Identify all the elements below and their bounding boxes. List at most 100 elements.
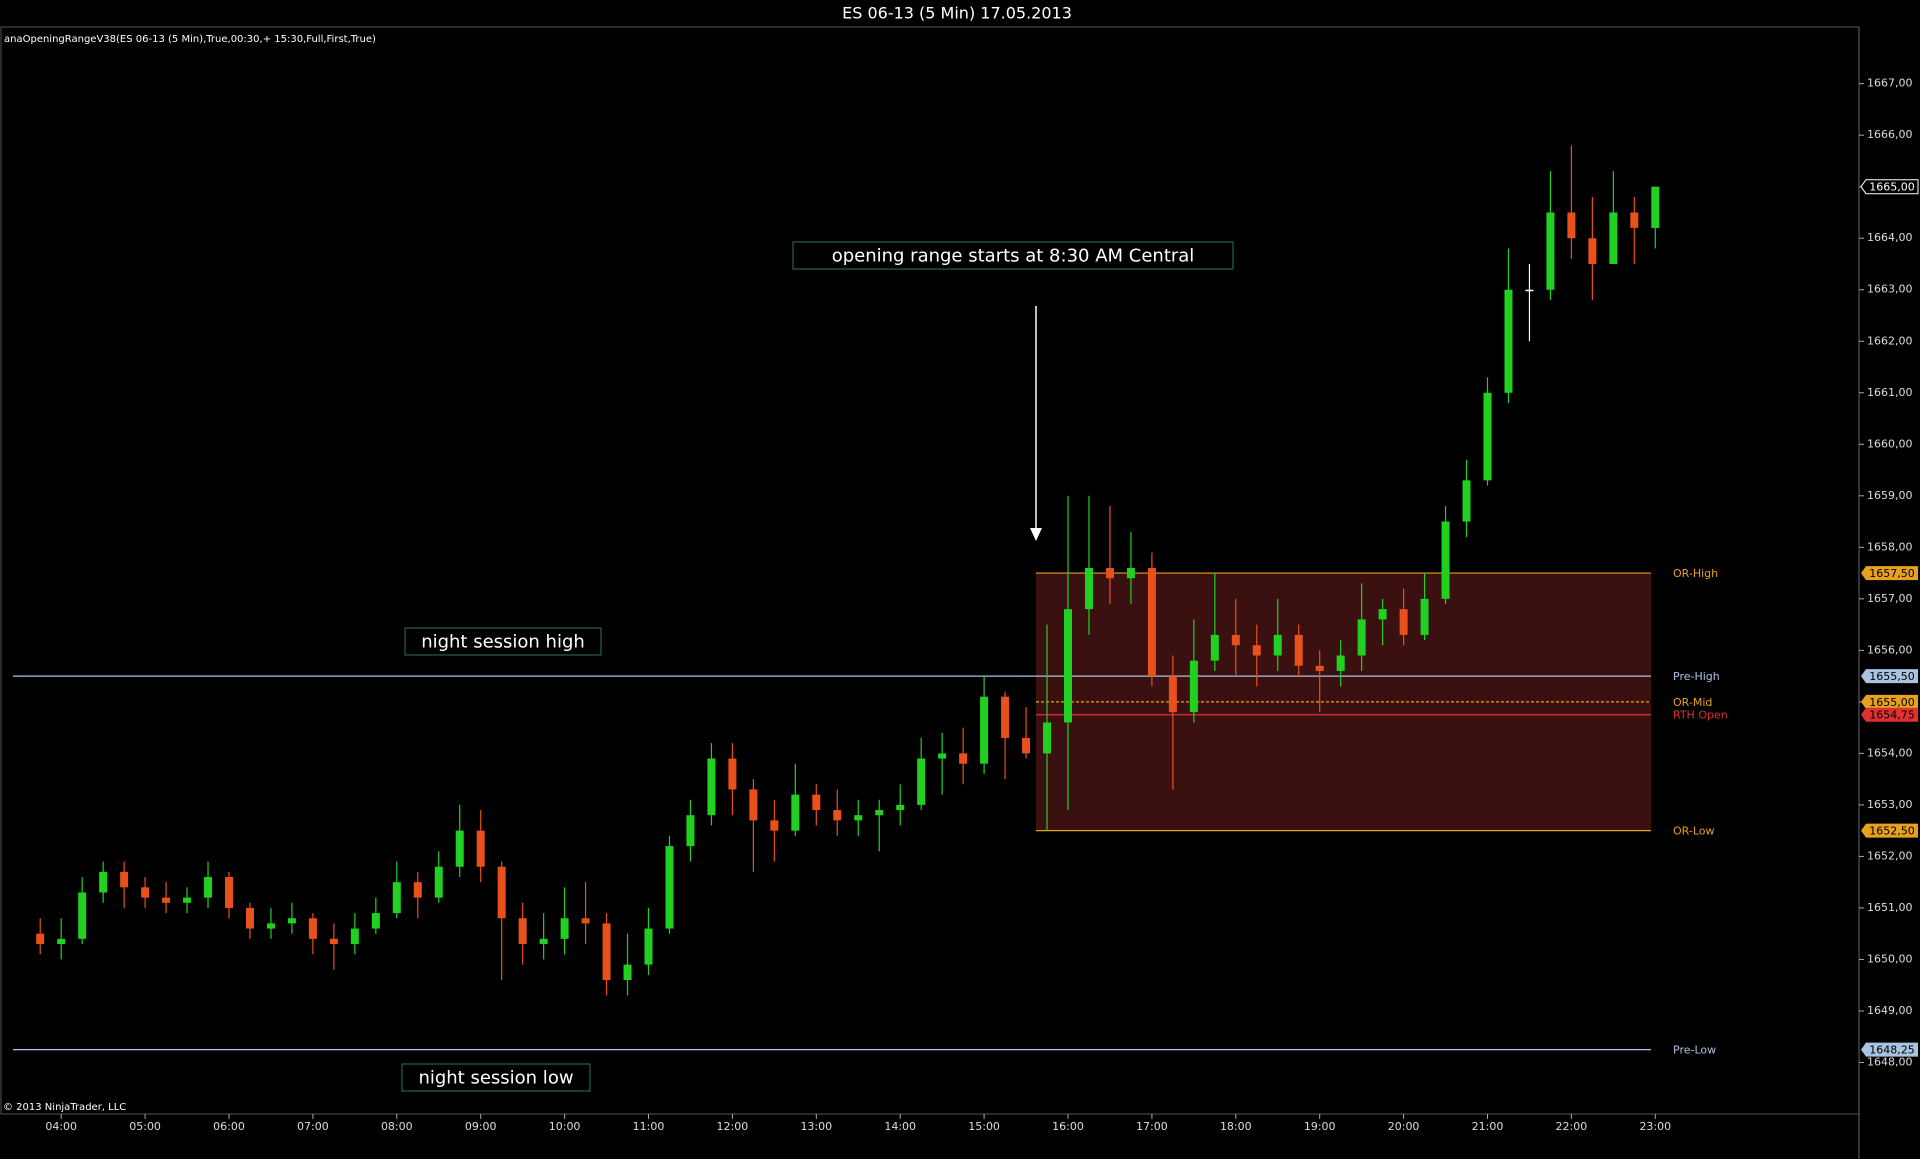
last-price-label: 1665,00: [1869, 181, 1915, 194]
candle-body: [308, 918, 317, 939]
candle-body: [980, 696, 989, 764]
candle-body: [141, 887, 150, 898]
x-tick-label: 09:00: [465, 1120, 497, 1133]
candle-body: [875, 810, 884, 816]
candle-body: [497, 866, 506, 919]
y-tick-label: 1666,00: [1867, 128, 1913, 141]
annotation: night session low: [418, 1068, 573, 1089]
candle-body: [266, 923, 275, 929]
candle-body: [1084, 567, 1093, 610]
level-tag-label: 1657,50: [1869, 567, 1915, 580]
x-tick-label: 15:00: [968, 1120, 1000, 1133]
candle-body: [162, 897, 171, 903]
candle-body: [350, 928, 359, 944]
candle-body: [1357, 619, 1366, 656]
candle-body: [518, 918, 527, 944]
candle-body: [1189, 660, 1198, 713]
candle-body: [1001, 696, 1010, 738]
annotation-box: [404, 627, 602, 656]
annotation: night session high: [421, 632, 585, 653]
level-tag-label: 1655,50: [1869, 670, 1915, 683]
y-tick-label: 1660,00: [1867, 437, 1913, 450]
candle-body: [1231, 634, 1240, 646]
candle-body: [665, 846, 674, 929]
candle-body: [1420, 598, 1429, 635]
y-tick-label: 1664,00: [1867, 231, 1913, 244]
candle-body: [581, 918, 590, 924]
candle-body: [1105, 567, 1114, 579]
candle-body: [392, 882, 401, 914]
candle-body: [602, 923, 611, 981]
candle-body: [791, 794, 800, 831]
candle-body: [1043, 722, 1052, 754]
candle-body: [1546, 212, 1555, 290]
annotation-box: [792, 241, 1234, 270]
x-tick-label: 17:00: [1136, 1120, 1168, 1133]
candle-body: [917, 758, 926, 805]
candle-body: [644, 928, 653, 965]
candle-body: [225, 877, 233, 908]
x-tick-label: 12:00: [717, 1120, 749, 1133]
candle-body: [1399, 609, 1408, 635]
x-tick-label: 08:00: [381, 1120, 413, 1133]
candle-body: [1462, 480, 1471, 522]
annotation: opening range starts at 8:30 AM Central: [832, 246, 1195, 267]
candle-body: [1441, 521, 1450, 599]
candle-body: [686, 815, 695, 847]
y-tick-label: 1650,00: [1867, 952, 1913, 965]
candle-body: [1294, 634, 1303, 666]
candle-body: [623, 964, 632, 981]
candle-body: [204, 877, 213, 898]
candle-body: [57, 938, 66, 944]
candle-body: [1483, 392, 1492, 481]
y-tick-label: 1648,00: [1867, 1055, 1913, 1068]
y-tick-label: 1662,00: [1867, 334, 1913, 347]
x-tick-label: 07:00: [297, 1120, 329, 1133]
candle-body: [1022, 737, 1031, 754]
candle-body: [1315, 665, 1324, 671]
level-tag-label: 1655,00: [1869, 696, 1915, 709]
level-tag-label: 1654,75: [1869, 709, 1915, 722]
x-tick-label: 20:00: [1388, 1120, 1420, 1133]
candle-body: [245, 907, 254, 929]
y-tick-label: 1663,00: [1867, 283, 1913, 296]
level-name: Pre-High: [1673, 670, 1720, 683]
candle-body: [539, 938, 548, 944]
chart-title: ES 06-13 (5 Min) 17.05.2013: [842, 4, 1072, 23]
x-tick-label: 19:00: [1304, 1120, 1336, 1133]
level-name: RTH Open: [1673, 709, 1728, 722]
x-tick-label: 14:00: [884, 1120, 916, 1133]
level-tag: [1861, 707, 1918, 722]
candle-body: [833, 810, 842, 821]
x-tick-label: 04:00: [45, 1120, 77, 1133]
candle-body: [287, 918, 296, 924]
level-tag: [1861, 566, 1918, 581]
candle-body: [1168, 676, 1177, 713]
candle-body: [1609, 212, 1618, 264]
candle-body: [1525, 289, 1534, 292]
y-tick-label: 1652,00: [1867, 849, 1913, 862]
level-tag: [1861, 1042, 1918, 1057]
candle-body: [455, 830, 464, 867]
x-tick-label: 10:00: [549, 1120, 581, 1133]
level-tag-label: 1652,50: [1869, 825, 1915, 838]
y-tick-label: 1656,00: [1867, 643, 1913, 656]
candle-body: [1126, 567, 1135, 579]
candle-body: [1252, 645, 1261, 656]
candle-body: [476, 830, 485, 867]
copyright: © 2013 NinjaTrader, LLC: [3, 1102, 126, 1113]
candle-body: [120, 871, 129, 888]
candle-body: [329, 938, 338, 944]
candle-body: [1210, 634, 1219, 661]
annotation-box: [401, 1063, 591, 1092]
candle-body: [959, 753, 968, 764]
candle-body: [413, 882, 422, 898]
candle-body: [1273, 634, 1282, 656]
x-tick-label: 23:00: [1639, 1120, 1671, 1133]
candle-body: [728, 758, 737, 790]
level-tag: [1861, 823, 1918, 838]
y-tick-label: 1654,00: [1867, 746, 1913, 759]
candle-body: [1064, 609, 1072, 723]
